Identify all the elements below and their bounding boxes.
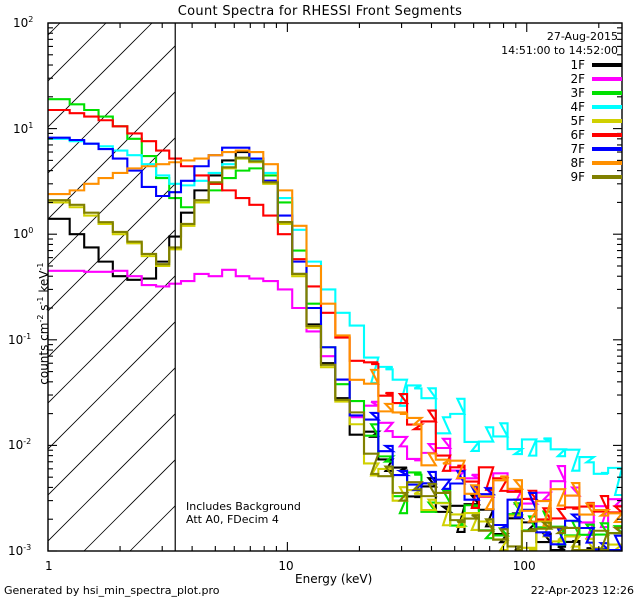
legend-label: 8F [570,156,585,170]
y-tick-label: 102 [13,15,34,30]
series-line-2f [48,268,622,540]
legend-item-9f: 9F [570,170,622,184]
legend-color-swatch [592,161,622,165]
legend-label: 5F [570,114,585,128]
footer-timestamp: 22-Apr-2023 12:26 [530,584,634,597]
axis-ticks [47,22,622,552]
y-tick-exponent: -2 [23,437,32,447]
legend-item-2f: 2F [570,72,622,86]
x-axis-label: Energy (keV) [295,572,373,586]
legend-label: 7F [570,142,585,156]
date-annotation: 27-Aug-2015 [546,30,618,43]
legend-color-swatch [592,105,622,109]
y-tick-exponent: -1 [23,331,32,341]
legend-item-8f: 8F [570,156,622,170]
legend: 1F 2F 3F 4F 5F 6F 7F 8F 9F [570,58,622,184]
legend-color-swatch [592,91,622,95]
series-line-9f [48,156,622,551]
y-tick-label: 100 [13,226,34,242]
y-tick-exponent: -3 [23,543,32,552]
series-line-7f [48,136,622,551]
x-tick-label: 10 [278,559,294,573]
y-tick-label: 10-1 [8,331,32,347]
legend-color-swatch [592,77,622,81]
legend-item-5f: 5F [570,114,622,128]
y-axis-label-text: counts cm-2 s-1 keV-1 [36,262,51,385]
x-tick-label: 100 [512,559,536,573]
series-group [48,98,622,551]
legend-item-4f: 4F [570,100,622,114]
legend-item-3f: 3F [570,86,622,100]
y-tick-label: 10-2 [8,437,32,453]
x-tick-label: 1 [45,559,53,573]
series-line-4f [48,137,622,497]
background-note: Includes Background [186,500,301,513]
y-tick-label: 101 [13,120,34,136]
legend-label: 9F [570,170,585,184]
series-line-8f [48,149,622,527]
legend-color-swatch [592,175,622,179]
y-tick-exponent: 0 [28,226,34,236]
legend-label: 3F [570,86,585,100]
y-tick-exponent: 2 [28,15,34,24]
legend-item-6f: 6F [570,128,622,142]
legend-color-swatch [592,119,622,123]
page-title: Count Spectra for RHESSI Front Segments [177,4,463,19]
y-tick-exponent: 1 [28,120,34,130]
legend-color-swatch [592,133,622,137]
attenuator-note: Att A0, FDecim 4 [186,513,279,526]
footer-generator: Generated by hsi_min_spectra_plot.pro [4,584,220,597]
legend-item-7f: 7F [570,142,622,156]
legend-label: 6F [570,128,585,142]
y-tick-label: 10-3 [8,543,32,558]
legend-label: 1F [570,58,585,72]
legend-color-swatch [592,63,622,67]
legend-item-1f: 1F [570,58,622,72]
time-range-annotation: 14:51:00 to 14:52:00 [501,44,618,57]
legend-label: 4F [570,100,585,114]
plot-frame [47,22,623,552]
legend-color-swatch [592,147,622,151]
legend-label: 2F [570,72,585,86]
